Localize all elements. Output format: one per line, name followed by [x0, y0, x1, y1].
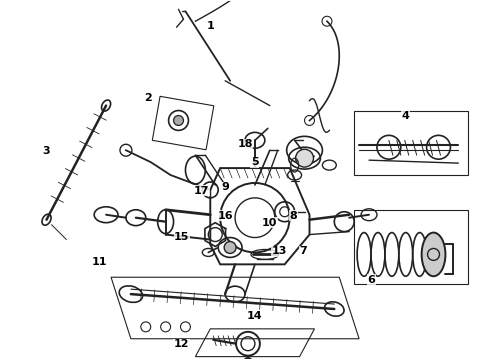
Text: 8: 8 — [290, 211, 297, 221]
Text: 12: 12 — [174, 339, 190, 349]
Ellipse shape — [295, 149, 314, 167]
Text: 4: 4 — [401, 111, 409, 121]
Text: 5: 5 — [251, 157, 259, 167]
Text: 11: 11 — [91, 257, 107, 267]
Bar — [354, 111, 468, 175]
Text: 15: 15 — [174, 232, 190, 242]
Ellipse shape — [224, 242, 236, 253]
Ellipse shape — [421, 233, 445, 276]
Text: 16: 16 — [218, 211, 233, 221]
Text: 17: 17 — [194, 186, 209, 196]
Text: 9: 9 — [221, 182, 229, 192]
Text: 14: 14 — [247, 311, 263, 321]
Text: 10: 10 — [262, 218, 277, 228]
Text: 1: 1 — [207, 21, 215, 31]
Ellipse shape — [173, 116, 183, 125]
Text: 13: 13 — [271, 247, 287, 256]
Text: 18: 18 — [237, 139, 253, 149]
Text: 6: 6 — [368, 275, 375, 285]
Text: 3: 3 — [42, 147, 49, 157]
Bar — [354, 210, 468, 284]
Text: 7: 7 — [299, 247, 307, 256]
Bar — [152, 96, 214, 150]
Text: 2: 2 — [144, 93, 151, 103]
